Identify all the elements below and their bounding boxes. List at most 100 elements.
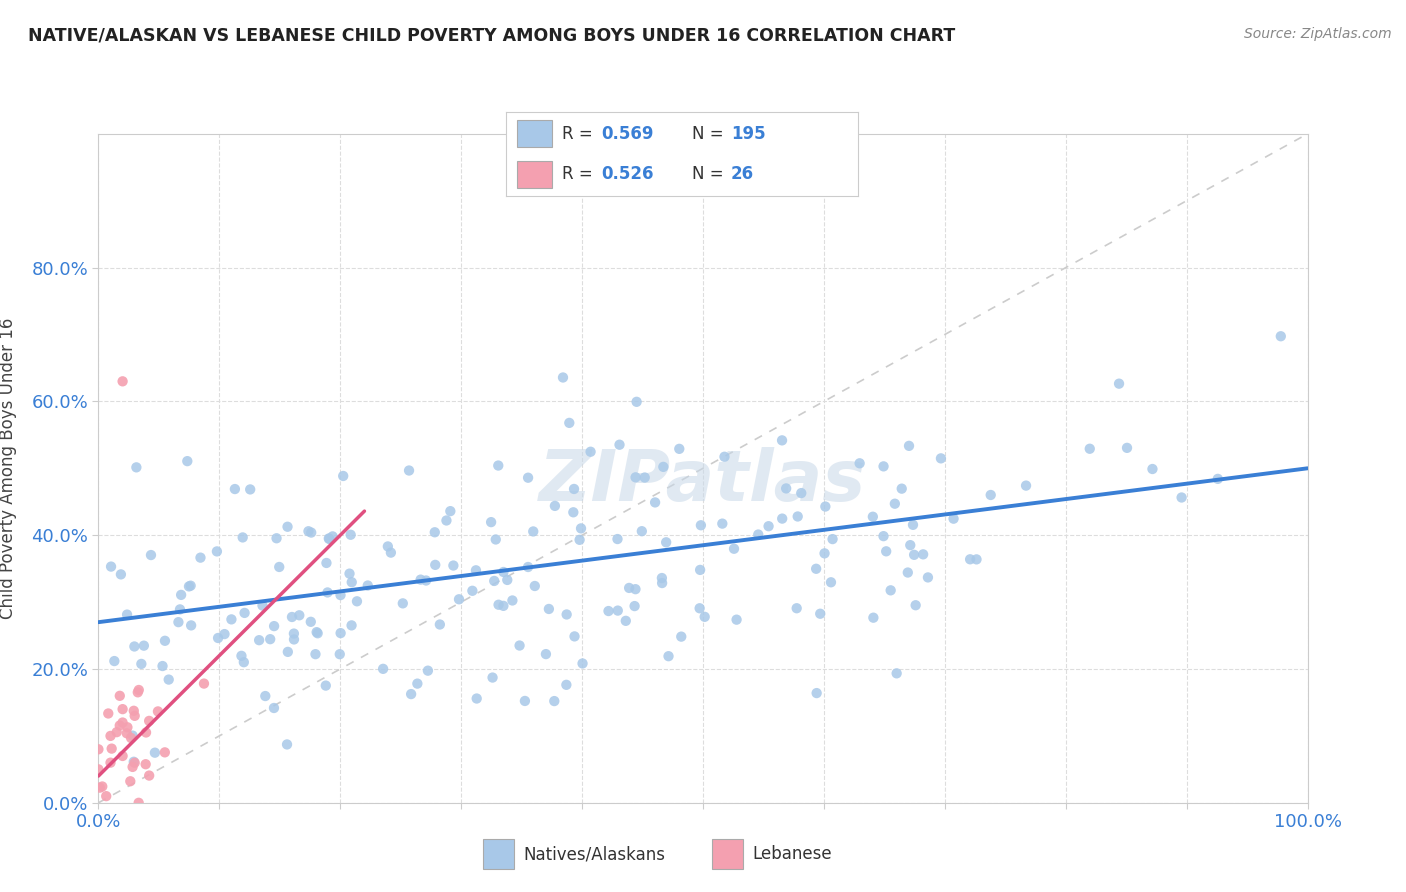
- Point: [959, 552, 981, 566]
- Point: [276, 738, 298, 752]
- Point: [87, 742, 110, 756]
- Point: [299, 525, 322, 540]
- Point: [100, 741, 122, 756]
- Point: [115, 607, 138, 622]
- Point: [758, 519, 780, 533]
- Point: [898, 538, 921, 552]
- Point: [486, 458, 509, 473]
- Point: [513, 694, 536, 708]
- Point: [135, 725, 157, 739]
- Point: [821, 532, 844, 546]
- Point: [806, 686, 828, 700]
- Point: [562, 482, 585, 496]
- Point: [169, 602, 191, 616]
- Point: [232, 531, 254, 545]
- Text: 195: 195: [731, 125, 766, 143]
- Point: [890, 482, 912, 496]
- Point: [517, 560, 540, 574]
- Point: [551, 370, 574, 384]
- Point: [652, 459, 675, 474]
- Point: [814, 500, 837, 514]
- Point: [332, 469, 354, 483]
- Point: [299, 615, 322, 629]
- Point: [804, 562, 827, 576]
- Point: [429, 617, 451, 632]
- Point: [770, 434, 793, 448]
- Point: [808, 607, 831, 621]
- Point: [848, 456, 870, 470]
- Point: [624, 470, 647, 484]
- Point: [263, 701, 285, 715]
- Text: 0.569: 0.569: [602, 125, 654, 143]
- Point: [492, 599, 515, 613]
- Point: [247, 633, 270, 648]
- Text: 26: 26: [731, 165, 754, 183]
- Point: [153, 745, 176, 759]
- Point: [259, 632, 281, 647]
- Point: [488, 598, 510, 612]
- Point: [1142, 462, 1164, 476]
- Point: [391, 596, 413, 610]
- Point: [903, 548, 925, 562]
- Point: [239, 483, 262, 497]
- Point: [614, 614, 637, 628]
- Point: [485, 533, 508, 547]
- Point: [813, 546, 835, 560]
- Point: [340, 618, 363, 632]
- Point: [689, 563, 711, 577]
- Point: [1270, 329, 1292, 343]
- Point: [398, 463, 420, 477]
- Point: [315, 679, 337, 693]
- Point: [441, 558, 464, 573]
- Point: [770, 511, 793, 525]
- Point: [115, 726, 138, 740]
- Text: ZIPatlas: ZIPatlas: [540, 447, 866, 516]
- Point: [786, 509, 808, 524]
- Point: [651, 576, 673, 591]
- Point: [288, 608, 311, 623]
- Point: [522, 524, 544, 539]
- Point: [537, 602, 560, 616]
- Point: [862, 509, 884, 524]
- Point: [492, 565, 515, 579]
- Point: [100, 729, 122, 743]
- Point: [266, 531, 288, 545]
- Point: [693, 610, 716, 624]
- Point: [555, 607, 578, 622]
- Point: [180, 618, 202, 632]
- Point: [125, 460, 148, 475]
- Point: [862, 610, 884, 624]
- Point: [606, 604, 628, 618]
- Point: [91, 780, 114, 794]
- Point: [329, 626, 352, 640]
- Point: [624, 582, 647, 597]
- Point: [416, 664, 439, 678]
- Bar: [482, 839, 515, 869]
- Point: [481, 671, 503, 685]
- Point: [318, 532, 340, 546]
- Point: [668, 442, 690, 456]
- Point: [461, 583, 484, 598]
- Point: [329, 647, 352, 661]
- Point: [128, 796, 150, 810]
- Point: [790, 486, 813, 500]
- Point: [138, 768, 160, 782]
- Point: [371, 662, 394, 676]
- Point: [143, 746, 166, 760]
- Point: [214, 627, 236, 641]
- Point: [96, 789, 118, 804]
- Point: [124, 640, 146, 654]
- Point: [146, 705, 169, 719]
- Point: [232, 655, 254, 669]
- Point: [111, 375, 134, 389]
- Text: 0.526: 0.526: [602, 165, 654, 183]
- Point: [297, 524, 319, 539]
- Point: [87, 762, 110, 776]
- Point: [124, 756, 146, 770]
- Point: [307, 626, 329, 640]
- Point: [121, 760, 143, 774]
- Point: [558, 416, 581, 430]
- Point: [108, 689, 131, 703]
- Point: [263, 619, 285, 633]
- Point: [132, 639, 155, 653]
